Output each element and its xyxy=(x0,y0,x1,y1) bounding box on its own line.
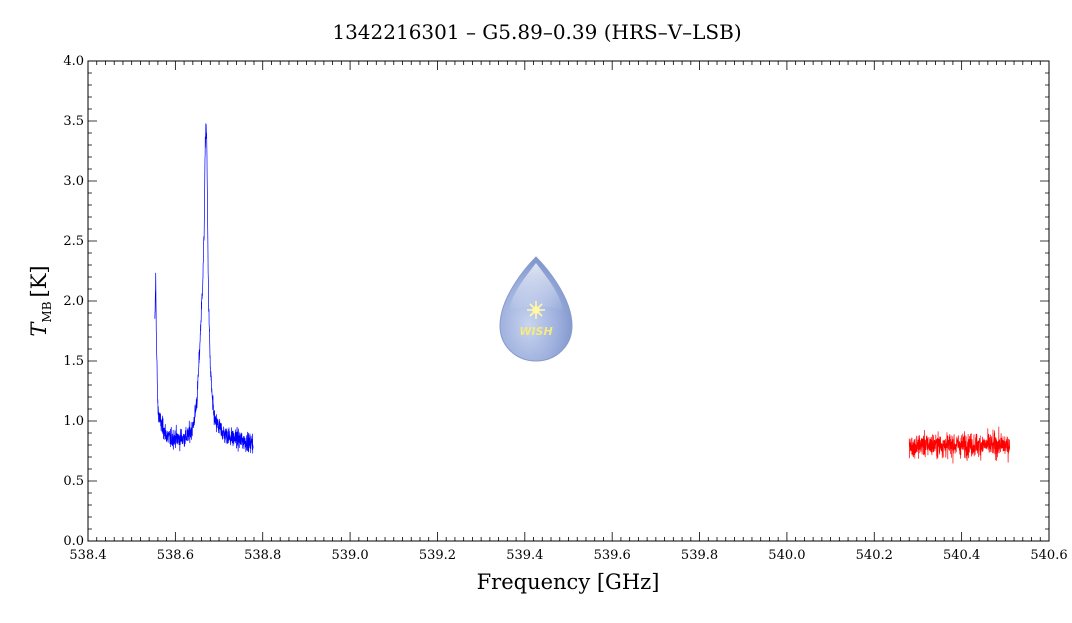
y-tick-label: 1.5 xyxy=(63,354,84,369)
x-tick-label: 539.4 xyxy=(506,548,543,563)
tick-layer xyxy=(87,60,1050,542)
x-tick-label: 538.8 xyxy=(244,548,281,563)
y-axis-symbol: T xyxy=(27,321,51,337)
y-axis-unit: [K] xyxy=(27,265,51,297)
x-tick-label: 540.2 xyxy=(856,548,893,563)
x-tick-label: 539.8 xyxy=(681,548,718,563)
x-tick-label: 539.0 xyxy=(331,548,368,563)
y-axis-title: TMB [K] xyxy=(27,265,54,336)
x-tick-label: 539.6 xyxy=(594,548,631,563)
x-tick-label: 540.4 xyxy=(943,548,980,563)
y-axis-subscript: MB xyxy=(40,301,54,322)
series-layer xyxy=(154,123,1011,464)
y-tick-label: 1.0 xyxy=(63,414,84,429)
spectrum-series-2 xyxy=(908,426,1011,464)
y-tick-label: 4.0 xyxy=(63,54,84,69)
x-axis-title: Frequency [GHz] xyxy=(477,570,660,594)
chart-title: 1342216301 – G5.89–0.39 (HRS–V–LSB) xyxy=(332,20,741,44)
y-tick-label: 0.5 xyxy=(63,474,84,489)
y-tick-label: 3.5 xyxy=(63,114,84,129)
wish-logo: WISH xyxy=(499,256,573,362)
y-tick-label: 3.0 xyxy=(63,174,84,189)
tick-label-layer: 538.4 538.6 538.8 539.0 539.2 539.4 539.6 539.8… xyxy=(63,54,1067,563)
y-tick-label: 2.5 xyxy=(63,234,84,249)
x-tick-label: 540.0 xyxy=(768,548,805,563)
spectrum-series-1 xyxy=(154,123,254,454)
x-tick-label: 539.2 xyxy=(419,548,456,563)
x-tick-label: 538.4 xyxy=(69,548,106,563)
y-tick-label: 0.0 xyxy=(63,534,84,549)
plot-frame xyxy=(87,60,1050,542)
star-icon xyxy=(527,301,545,319)
wish-logo-text: WISH xyxy=(519,325,552,338)
x-tick-label: 538.6 xyxy=(157,548,194,563)
y-tick-label: 2.0 xyxy=(63,294,84,309)
x-tick-label: 540.6 xyxy=(1030,548,1067,563)
axis-ticks xyxy=(87,60,1050,542)
